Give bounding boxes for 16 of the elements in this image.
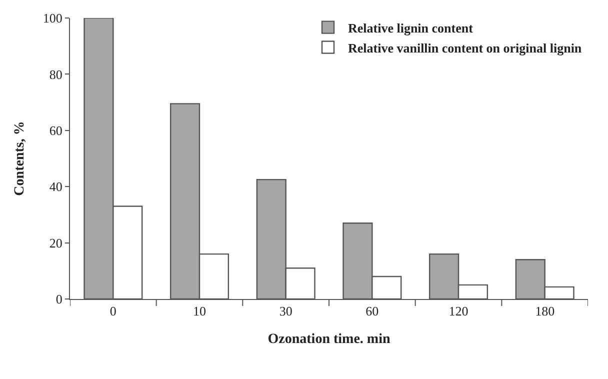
x-tick-label: 30 — [279, 304, 292, 319]
y-tick-label: 60 — [49, 122, 62, 138]
x-tick-label: 180 — [535, 304, 555, 319]
y-tick-label: 40 — [49, 179, 62, 194]
y-tick-label: 0 — [56, 292, 62, 307]
y-tick-label: 100 — [42, 10, 62, 26]
y-axis-title: Contents, % — [12, 121, 28, 196]
y-tick-label: 20 — [49, 235, 62, 250]
x-tick-label: 10 — [193, 304, 206, 319]
legend-label: Relative vanillin content on original lignin — [348, 40, 582, 56]
x-tick-label: 60 — [366, 304, 379, 319]
x-tick-label: 120 — [448, 304, 468, 319]
x-tick-label: 0 — [110, 304, 116, 319]
legend-label: Relative lignin content — [348, 20, 474, 36]
y-tick-label: 80 — [49, 66, 62, 82]
x-axis-title: Ozonation time. min — [268, 332, 390, 347]
